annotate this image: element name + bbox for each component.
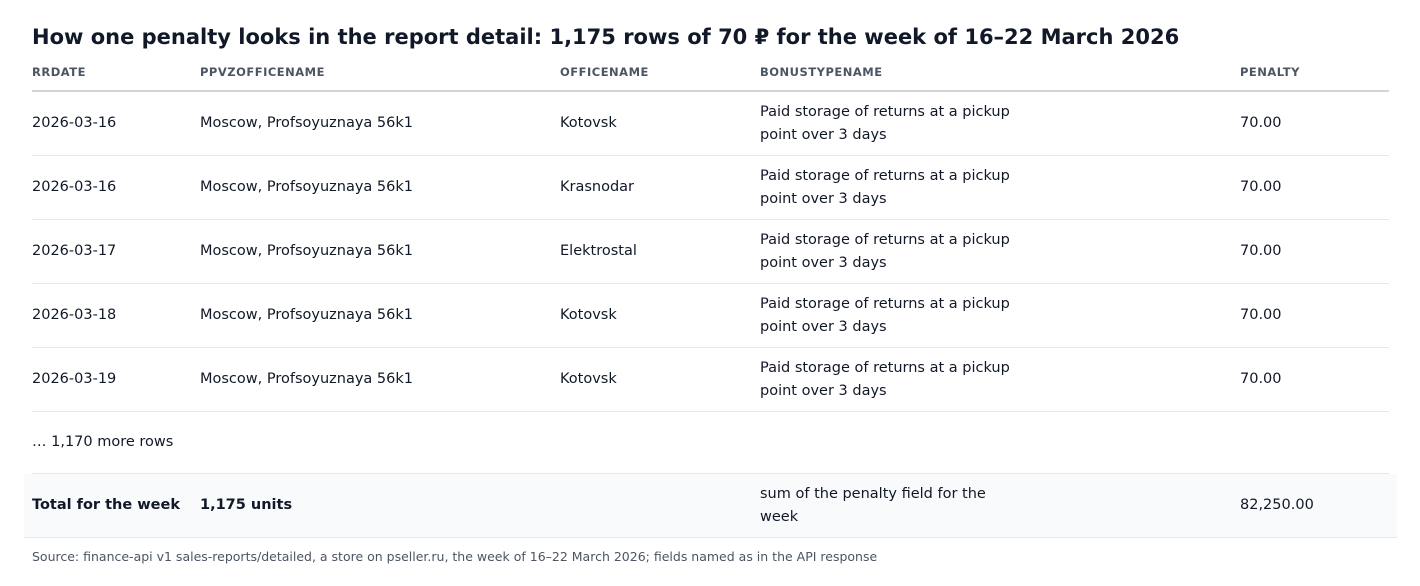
cell-bonustypename-text: Paid storage of returns at a pickup poin… — [760, 231, 1010, 271]
total-value: 82,250.00 — [1240, 497, 1314, 513]
cell-officename: Kotovsk — [560, 115, 617, 131]
table-row: 2026-03-16 Moscow, Profsoyuznaya 56k1 Kr… — [32, 156, 1389, 220]
page-title: How one penalty looks in the report deta… — [32, 25, 1180, 49]
cell-ppvzofficename: Moscow, Profsoyuznaya 56k1 — [200, 243, 413, 259]
table-row: 2026-03-17 Moscow, Profsoyuznaya 56k1 El… — [32, 220, 1389, 284]
total-units: 1,175 units — [200, 497, 293, 513]
table-row: 2026-03-16 Moscow, Profsoyuznaya 56k1 Ko… — [32, 92, 1389, 156]
source-footnote: Source: finance-api v1 sales-reports/det… — [32, 549, 878, 564]
cell-bonustypename-text: Paid storage of returns at a pickup poin… — [760, 295, 1010, 335]
cell-officename: Kotovsk — [560, 307, 617, 323]
cell-bonustypename: Paid storage of returns at a pickup poin… — [760, 357, 1240, 403]
cell-rrdate: 2026-03-19 — [32, 371, 117, 387]
table-row: 2026-03-19 Moscow, Profsoyuznaya 56k1 Ko… — [32, 348, 1389, 412]
cell-ppvzofficename: Moscow, Profsoyuznaya 56k1 — [200, 307, 413, 323]
cell-officename: Kotovsk — [560, 371, 617, 387]
cell-rrdate: 2026-03-16 — [32, 179, 117, 195]
more-rows-text: … 1,170 more rows — [32, 434, 174, 450]
cell-penalty: 70.00 — [1240, 371, 1282, 387]
total-note: sum of the penalty field for the week — [760, 485, 986, 525]
cell-ppvzofficename: Moscow, Profsoyuznaya 56k1 — [200, 179, 413, 195]
total-label: Total for the week — [32, 497, 180, 513]
column-header-bonustypename: BONUSTYPENAME — [760, 65, 883, 79]
cell-bonustypename: Paid storage of returns at a pickup poin… — [760, 165, 1240, 211]
cell-rrdate: 2026-03-16 — [32, 115, 117, 131]
cell-bonustypename-text: Paid storage of returns at a pickup poin… — [760, 359, 1010, 399]
table-row: 2026-03-18 Moscow, Profsoyuznaya 56k1 Ko… — [32, 284, 1389, 348]
cell-officename: Krasnodar — [560, 179, 635, 195]
column-header-ppvzofficename: PPVZOFFICENAME — [200, 65, 325, 79]
total-row: Total for the week 1,175 units sum of th… — [24, 474, 1397, 538]
cell-bonustypename: Paid storage of returns at a pickup poin… — [760, 229, 1240, 275]
column-header-officename: OFFICENAME — [560, 65, 649, 79]
cell-penalty: 70.00 — [1240, 179, 1282, 195]
total-note-cell: sum of the penalty field for the week — [760, 483, 1240, 529]
cell-ppvzofficename: Moscow, Profsoyuznaya 56k1 — [200, 371, 413, 387]
cell-penalty: 70.00 — [1240, 307, 1282, 323]
cell-penalty: 70.00 — [1240, 243, 1282, 259]
cell-ppvzofficename: Moscow, Profsoyuznaya 56k1 — [200, 115, 413, 131]
report-page: How one penalty looks in the report deta… — [24, 22, 1397, 564]
cell-rrdate: 2026-03-18 — [32, 307, 117, 323]
cell-bonustypename: Paid storage of returns at a pickup poin… — [760, 293, 1240, 339]
cell-bonustypename: Paid storage of returns at a pickup poin… — [760, 101, 1240, 147]
cell-officename: Elektrostal — [560, 243, 637, 259]
column-header-penalty: PENALTY — [1240, 65, 1300, 79]
cell-penalty: 70.00 — [1240, 115, 1282, 131]
more-rows-row: … 1,170 more rows — [32, 412, 1389, 474]
cell-rrdate: 2026-03-17 — [32, 243, 117, 259]
penalty-detail-table: RRDATE PPVZOFFICENAME OFFICENAME BONUSTY… — [24, 62, 1397, 538]
column-header-rrdate: RRDATE — [32, 65, 86, 79]
table-header-row: RRDATE PPVZOFFICENAME OFFICENAME BONUSTY… — [32, 62, 1389, 92]
cell-bonustypename-text: Paid storage of returns at a pickup poin… — [760, 167, 1010, 207]
cell-bonustypename-text: Paid storage of returns at a pickup poin… — [760, 103, 1010, 143]
